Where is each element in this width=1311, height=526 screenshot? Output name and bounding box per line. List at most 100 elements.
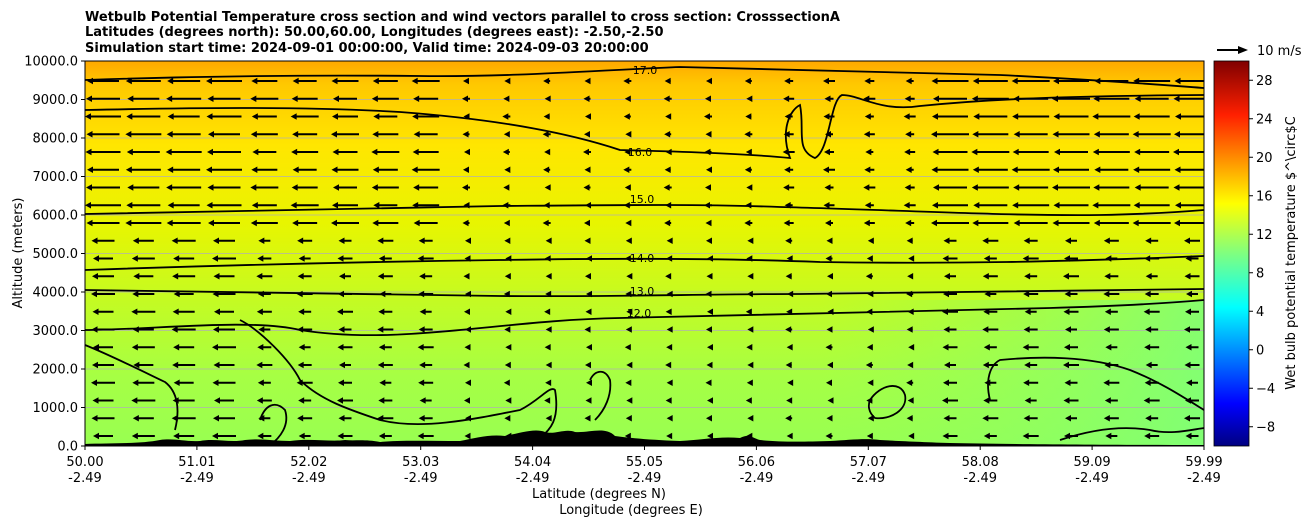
wind-vector-head [584,219,590,227]
contour-label-13: 13.0 [630,285,655,298]
x-tick-label-lat: 54.04 [514,455,551,470]
wind-vector-head [127,184,134,191]
x-tick-label-lon: -2.49 [404,471,438,486]
x-tick-label-lon: -2.49 [740,471,774,486]
x-tick-label-lon: -2.49 [963,471,997,486]
wind-vector-head [1054,148,1060,156]
wind-vector-head [823,113,830,120]
wind-vector-head [1173,95,1180,102]
wind-vector-head [983,344,990,351]
wind-vector-head [584,131,590,138]
wind-vector-head [785,273,792,280]
quiver-key: 10 m/s [1217,44,1302,59]
wind-vector-head [972,166,979,173]
wind-vector-head [411,77,418,85]
wind-vector-head [464,432,471,440]
wind-vector-head [825,219,831,227]
x-tick-label-lat: 55.05 [626,455,663,470]
wind-vector-head [378,308,385,315]
temperature-field-east [820,300,1204,446]
wind-vector-head [256,361,263,369]
wind-vector-head [746,184,753,191]
wind-vector-head [127,95,134,102]
wind-vector-head [545,237,552,244]
wind-vector-head [250,219,257,227]
wind-vector-head [827,361,833,369]
y-tick-label: 3000.0 [33,324,79,339]
wind-vector-head [1093,131,1100,138]
wind-vector-head [1024,308,1031,315]
wind-vector-head [504,326,511,333]
wind-vector-head [785,237,792,244]
wind-vector-head [251,113,258,120]
wind-vector-head [125,131,132,138]
wind-vector-head [1063,361,1069,369]
wind-vector-head [1012,202,1019,209]
wind-vector-head [982,361,989,369]
wind-vector-head [212,432,218,440]
wind-vector-head [825,432,832,440]
wind-vector-head [292,166,299,173]
wind-vector-head [583,184,590,191]
wind-vector-head [1144,344,1151,351]
wind-vector-head [172,361,179,369]
wind-vector-head [545,326,552,333]
wind-vector-head [784,77,791,85]
wind-vector-head [545,415,552,422]
wind-vector-head [1184,361,1191,369]
wind-vector-head [1143,308,1150,315]
wind-vector-head [972,219,979,227]
wind-vector-head [213,326,219,333]
title-line-3: Simulation start time: 2024-09-01 00:00:… [85,41,649,56]
wind-vector-head [337,255,344,262]
wind-vector-head [166,184,173,191]
wind-vector-head [1103,415,1110,422]
wind-vector-head [1134,95,1141,102]
wind-vector-head [126,113,133,120]
wind-vector-head [131,308,138,315]
wind-vector-head [503,95,510,102]
wind-vector-head [167,77,174,85]
wind-vector-head [417,432,424,440]
wind-vector-head [1052,131,1059,138]
wind-vector-head [171,326,178,333]
wind-vector-head [625,379,632,386]
title-line-2: Latitudes (degrees north): 50.00,60.00, … [85,25,664,40]
contour-label-14: 14.0 [630,252,655,265]
x-tick-label-lat: 59.09 [1073,455,1110,470]
wind-vector-head [1184,237,1190,244]
wind-vector-head [863,184,870,191]
wind-vector-head [377,326,384,333]
wind-vector-head [542,219,549,227]
wind-vector-head [783,184,790,191]
wind-vector-head [1186,290,1192,298]
contour-line-11-east [987,356,1204,411]
wind-vector-head [944,361,950,369]
colorbar-tick-label: −4 [1256,382,1275,397]
wind-vector-head [623,166,630,173]
wind-vector-head [625,131,632,138]
wind-vector-head [86,184,92,191]
wind-vector-head [744,77,751,85]
wind-vector-head [133,361,140,369]
wind-vector-head [907,273,914,280]
wind-vector-head [666,432,673,440]
contour-label-16: 16.0 [628,146,653,159]
wind-vector-head [623,113,630,120]
wind-vector-head [826,326,833,333]
wind-vector-head [944,273,950,280]
x-tick-label-lon: -2.49 [180,471,214,486]
colorbar-tick-label: 12 [1256,228,1273,243]
wind-vector-head [212,379,219,386]
wind-vector-head [982,415,989,422]
wind-vector-head [86,131,93,138]
wind-vector-head [706,166,712,173]
wind-vector-head [747,361,754,369]
wind-vector-head [372,77,379,85]
wind-vector-head [463,166,469,173]
wind-vector-head [1053,166,1059,173]
wind-vector-head [544,184,551,191]
wind-vector-head [250,184,257,191]
x-tick-label-lat: 58.08 [962,455,999,470]
wind-vector-head [747,237,754,244]
